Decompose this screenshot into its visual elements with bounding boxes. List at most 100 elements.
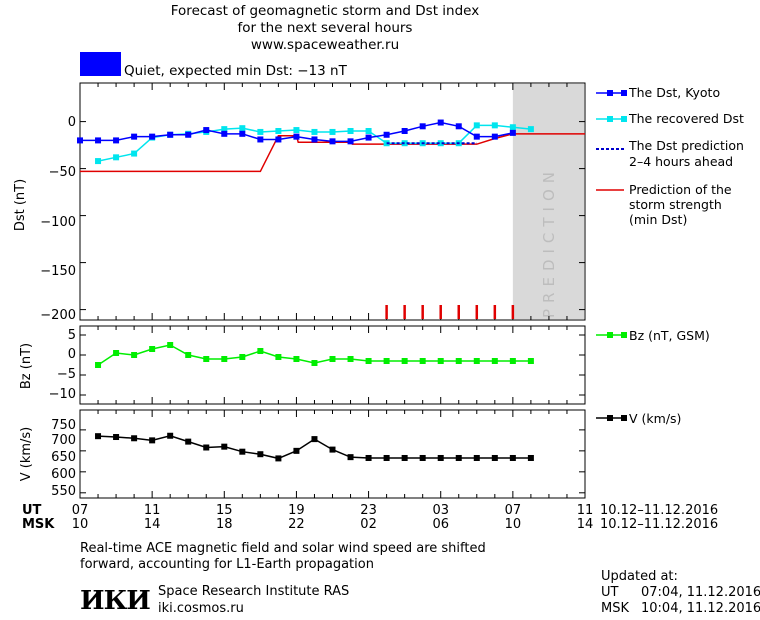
speed-point (329, 446, 336, 453)
legend-bz: Bz (nT, GSM) (596, 328, 710, 343)
prediction-area (512, 84, 584, 319)
institute-site[interactable]: iki.cosmos.ru (158, 601, 244, 616)
speed-point (347, 454, 354, 461)
bz-point (509, 358, 516, 364)
dst-panel-frame (79, 82, 586, 321)
speed-point (149, 437, 156, 444)
bz-axis-title: Bz (nT) (19, 343, 34, 389)
msk-tick-label: 10 (505, 517, 522, 532)
speed-point (401, 454, 408, 461)
dst-recovered-point (257, 128, 264, 135)
bz-point (131, 352, 138, 358)
dst-recovered-point (113, 154, 120, 161)
dst-kyoto-point (347, 138, 354, 145)
dst-kyoto-point (239, 130, 246, 137)
dst-kyoto-point (167, 131, 174, 138)
dst-kyoto-point (329, 138, 336, 145)
ut-row-label: UT (22, 503, 42, 518)
institute-name: Space Research Institute RAS (158, 584, 350, 599)
msk-tick-label: 10 (72, 517, 89, 532)
dst-kyoto-point (95, 137, 102, 144)
dst-kyoto-point (455, 123, 462, 130)
msk-tick-label: 14 (144, 517, 161, 532)
speed-point (383, 454, 390, 461)
speed-point (185, 438, 192, 445)
updated-msk-label: MSK (601, 601, 629, 616)
speed-point (455, 454, 462, 461)
bz-point (239, 354, 246, 360)
speed-point (257, 451, 264, 458)
bz-point (257, 348, 264, 354)
dst-axis-title: Dst (nT) (13, 179, 28, 231)
dst-kyoto-point (419, 123, 426, 130)
v-tick-label: 650 (51, 450, 76, 465)
ut-tick-label: 19 (288, 503, 305, 518)
dst-kyoto-point (437, 119, 444, 126)
dst-kyoto-point (401, 128, 408, 134)
v-tick-label: 700 (51, 433, 76, 448)
speed-point (239, 448, 246, 455)
bz-point (185, 352, 192, 358)
bz-tick-label: −10 (49, 387, 76, 402)
bz-tick-label: 0 (68, 347, 76, 362)
bz-point (419, 358, 426, 364)
msk-date-range: 10.12–11.12.2016 (600, 517, 718, 532)
bz-point (473, 358, 480, 364)
speed-point (203, 444, 210, 451)
dst-tick-label: 0 (68, 115, 76, 130)
legend-recovered: The recovered Dst (628, 111, 744, 126)
axis-ticks (79, 83, 586, 498)
dst-recovered-point (347, 128, 354, 134)
dst-kyoto-point (365, 134, 372, 141)
dst-recovered-point (311, 128, 318, 135)
legend-prediction-line2: 2–4 hours ahead (629, 154, 733, 169)
v-plot (95, 432, 534, 462)
dst-kyoto-point (257, 136, 264, 143)
dst-recovered-point (527, 126, 534, 133)
bz-point (329, 356, 336, 362)
ut-tick-label: 03 (432, 503, 449, 518)
bz-point (365, 358, 372, 364)
iki-logo: ИКИ (80, 586, 151, 616)
dst-kyoto-point (473, 133, 480, 140)
v-axis-title: V (km/s) (19, 427, 34, 482)
speed-point (527, 454, 534, 461)
dst-recovered-point (131, 150, 138, 157)
updated-ut-label: UT (601, 585, 619, 600)
speed-point (131, 435, 138, 442)
legend-prediction-line1: The Dst prediction (628, 138, 744, 153)
bz-plot (95, 342, 534, 368)
dst-recovered-point (473, 122, 480, 129)
speed-point (167, 432, 174, 439)
dst-kyoto-point (203, 127, 210, 134)
dst-kyoto-point (185, 131, 192, 138)
ut-tick-label: 11 (144, 503, 161, 518)
bz-point (95, 362, 102, 368)
dst-recovered-point (491, 122, 498, 129)
msk-tick-label: 02 (360, 517, 377, 532)
speed-point (113, 434, 120, 441)
dst-recovered-point (275, 128, 282, 134)
ut-tick-label: 07 (72, 503, 89, 518)
bz-point (527, 358, 534, 364)
dst-plot (77, 119, 585, 319)
msk-tick-label: 06 (432, 517, 449, 532)
speed-point (473, 454, 480, 461)
dst-recovered-point (329, 128, 336, 135)
v-panel-frame (79, 409, 586, 499)
speed-point (311, 436, 318, 443)
dst-kyoto-point (131, 133, 138, 140)
bz-point (221, 356, 228, 362)
speed-point (365, 454, 372, 461)
dst-kyoto-point (311, 136, 318, 143)
v-tick-label: 550 (51, 484, 76, 499)
dst-recovered-point (401, 140, 408, 147)
ut-tick-label: 07 (505, 503, 522, 518)
site-url[interactable]: www.spaceweather.ru (250, 37, 400, 53)
dst-tick-label: −50 (49, 165, 76, 180)
bz-tick-label: −5 (57, 367, 76, 382)
speed-point (509, 454, 516, 461)
dst-tick-label: −100 (40, 215, 76, 230)
dst-tick-label: −150 (40, 264, 76, 279)
